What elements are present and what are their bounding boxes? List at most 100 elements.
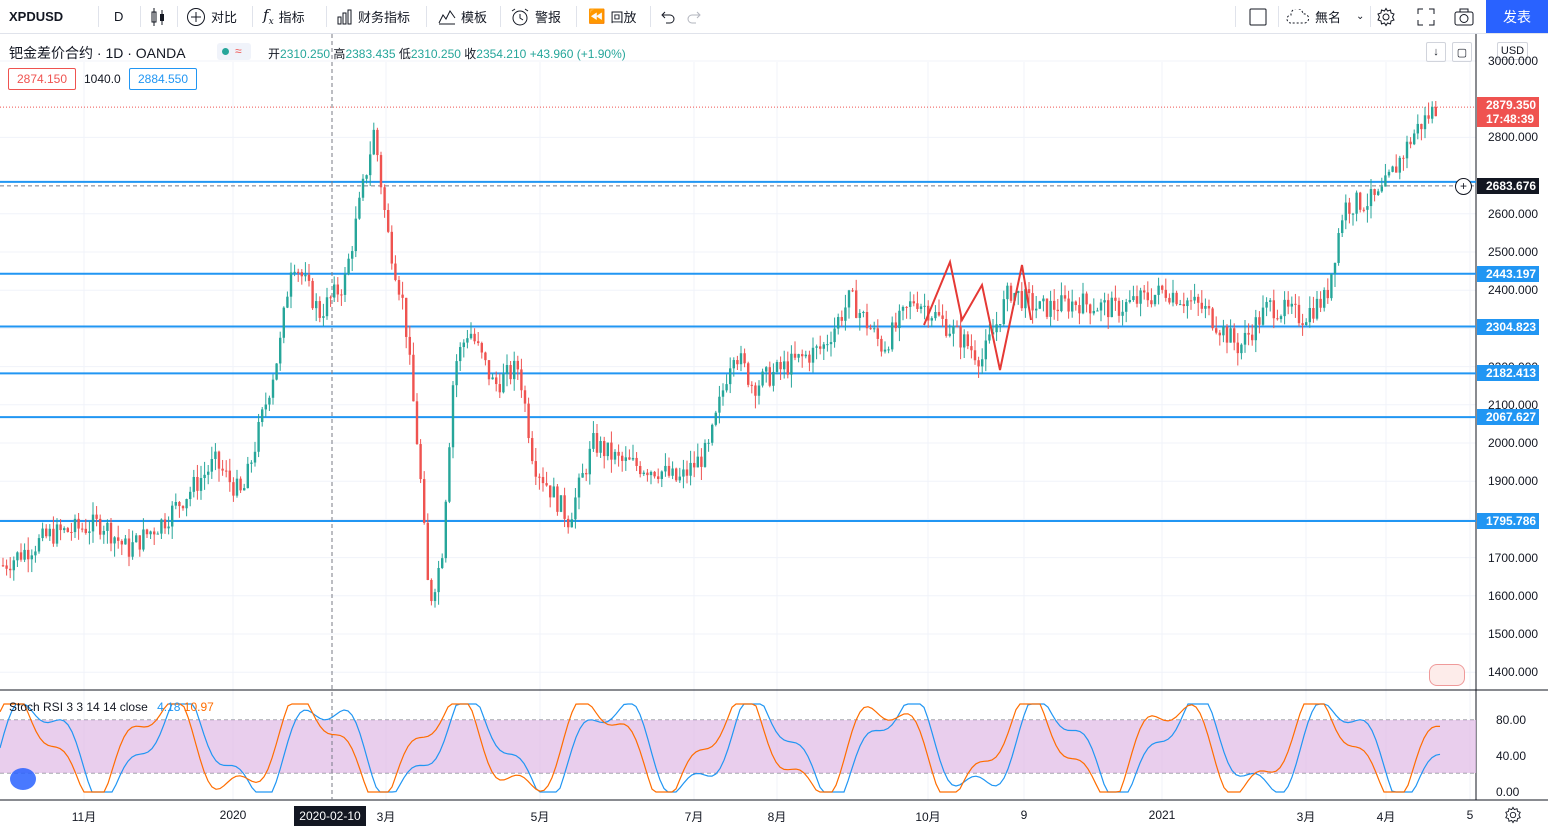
financials-button[interactable]: 财务指标 — [337, 0, 410, 33]
fullscreen-button[interactable] — [1417, 0, 1435, 33]
candle-body — [1391, 166, 1394, 172]
alert-button[interactable]: 警报 — [510, 0, 561, 33]
candle-body — [653, 471, 656, 477]
fullscreen-icon — [1417, 8, 1435, 25]
candle-body — [685, 469, 689, 476]
maximize-button[interactable]: ▢ — [1452, 42, 1472, 62]
level-price-label: 1795.786 — [1477, 513, 1539, 529]
symbol-search[interactable]: XPDUSD — [9, 0, 63, 33]
candle-body — [1341, 220, 1344, 234]
layout-button[interactable] — [1249, 0, 1267, 33]
candle-body — [347, 258, 350, 275]
candle-body — [1369, 189, 1373, 207]
candle-body — [934, 312, 937, 319]
candle-body — [581, 473, 584, 478]
settings-button[interactable] — [1376, 0, 1396, 33]
candle-body — [275, 363, 278, 380]
candle-body — [1200, 302, 1203, 309]
price-tick: 3000.000 — [1488, 54, 1539, 68]
candle-body — [81, 528, 84, 530]
candle-body — [1020, 291, 1023, 309]
candle-body — [1218, 332, 1221, 336]
candle-body — [426, 522, 429, 580]
currency-button[interactable]: USD — [1497, 42, 1528, 60]
indicators-button[interactable]: fx 指标 — [263, 0, 305, 33]
horizontal-levels — [0, 34, 1476, 800]
candle-body — [502, 373, 505, 393]
compare-button[interactable]: 对比 — [186, 0, 237, 33]
candle-body — [671, 468, 674, 476]
approx-icon: ≈ — [235, 44, 242, 58]
templates-button[interactable]: 模板 — [438, 0, 487, 33]
save-layout-button[interactable]: 無名 ⌄ — [1286, 0, 1364, 33]
candle-body — [822, 344, 825, 349]
alert-label: 警报 — [535, 10, 562, 25]
candle-body — [405, 297, 408, 337]
time-tick: 2021 — [1148, 808, 1176, 822]
publish-button[interactable]: 发表 — [1486, 0, 1548, 33]
candle-body — [1125, 302, 1128, 312]
candle-body — [1067, 298, 1070, 312]
settings-bottom-button[interactable] — [1504, 806, 1522, 824]
candle-body — [1409, 141, 1412, 145]
spread-value: 1040.0 — [84, 72, 121, 86]
ohlc-values: 开2310.250 高2383.435 低2310.250 收2354.210 … — [268, 47, 626, 61]
candle-body — [235, 478, 239, 496]
candle-body — [1276, 318, 1279, 320]
candle-body — [84, 528, 87, 533]
snapshot-button[interactable] — [1454, 0, 1474, 33]
chart-style-button[interactable] — [150, 0, 166, 33]
indicator-tick: 40.00 — [1496, 749, 1527, 763]
chart-canvas[interactable] — [0, 34, 1548, 829]
candle-body — [268, 397, 271, 405]
candle-body — [142, 529, 145, 550]
candle-body — [1251, 334, 1254, 341]
template-icon — [438, 9, 456, 24]
candle-body — [1143, 290, 1146, 293]
candle-body — [1229, 328, 1232, 343]
candle-body — [448, 447, 451, 502]
undo-button[interactable] — [659, 0, 675, 33]
buy-button[interactable]: 2884.550 — [129, 68, 197, 90]
open-value: 2310.250 — [280, 47, 331, 61]
candle-body — [545, 483, 548, 486]
candle-body — [804, 354, 807, 357]
candle-body — [811, 347, 815, 363]
candle-body — [491, 377, 494, 380]
stoch-k-line — [0, 703, 1441, 793]
candle-body — [538, 476, 541, 478]
candle-body — [163, 519, 167, 529]
candle-body — [102, 530, 105, 535]
level-price-label: 2304.823 — [1477, 318, 1539, 335]
legend-status[interactable]: ≈ — [217, 43, 251, 60]
candle-body — [333, 284, 336, 298]
fx-icon: fx — [263, 6, 274, 27]
candle-body — [937, 312, 941, 316]
candle-body — [797, 354, 800, 358]
candle-body — [682, 469, 685, 477]
arrow-down-icon: ↓ — [1433, 46, 1439, 58]
candle-body — [1186, 300, 1189, 307]
candle-body — [765, 367, 768, 372]
replay-button[interactable]: ⏪ 回放 — [588, 0, 636, 33]
interval-button[interactable]: D — [114, 0, 123, 33]
candle-body — [952, 326, 955, 334]
redo-button[interactable] — [687, 0, 703, 33]
interval-label: D — [114, 9, 124, 24]
gear-icon — [1505, 806, 1521, 824]
sell-button[interactable]: 2874.150 — [8, 68, 76, 90]
candle-body — [70, 531, 73, 533]
candle-body — [844, 307, 847, 321]
candle-body — [376, 129, 379, 156]
collapse-button[interactable]: ↓ — [1426, 42, 1446, 62]
candle-body — [1107, 300, 1110, 318]
candle-body — [1312, 308, 1315, 319]
candle-body — [153, 531, 156, 535]
candle-body — [585, 473, 588, 475]
price-tick: 1700.000 — [1488, 550, 1539, 565]
tradingview-logo-icon[interactable] — [10, 768, 36, 790]
candle-body — [527, 403, 530, 439]
candle-series — [1, 100, 1437, 608]
candle-body — [793, 353, 797, 358]
add-alert-plus-icon[interactable]: + — [1455, 177, 1472, 195]
